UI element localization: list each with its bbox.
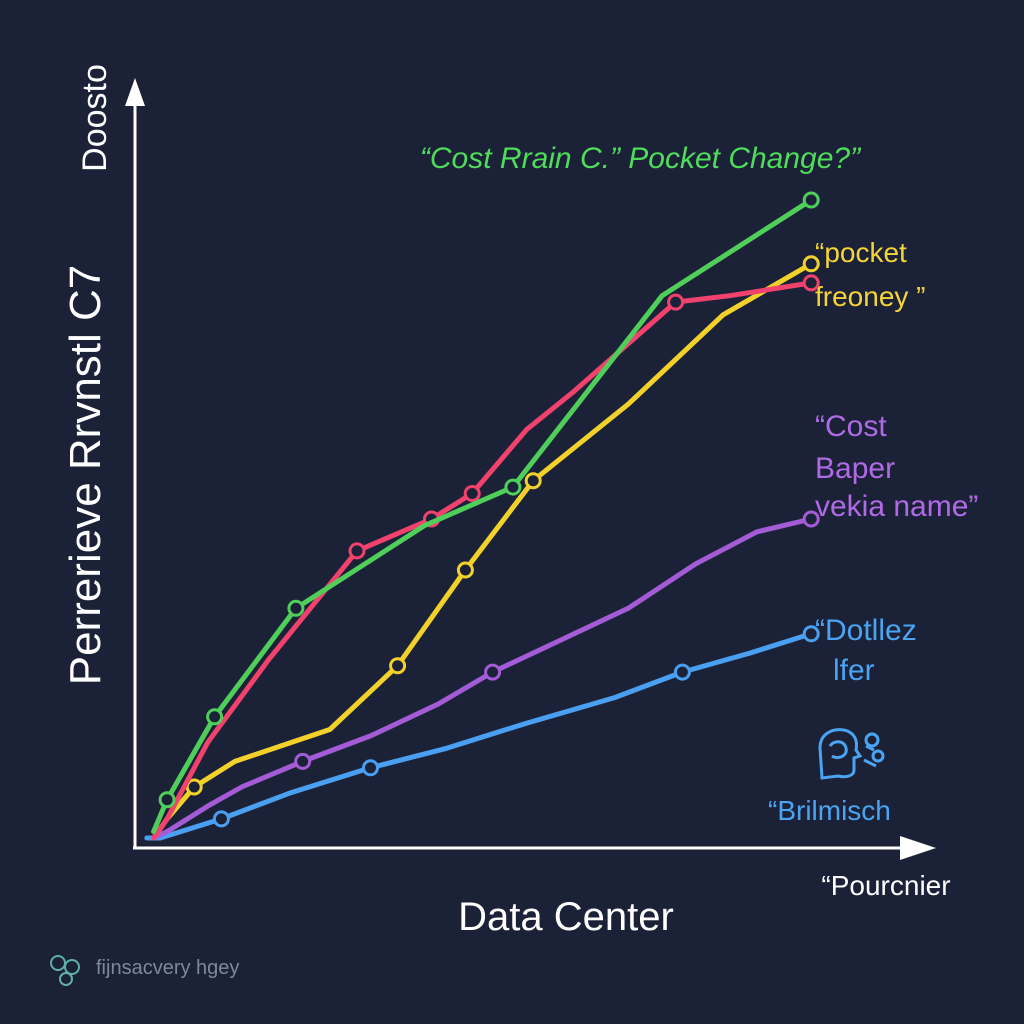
data-point-marker	[802, 255, 820, 273]
annotation-pink-line-2: freoney ”	[815, 281, 926, 312]
watermark-text: fiјnsacvery hgey	[96, 957, 239, 979]
series-3	[151, 510, 820, 841]
data-point-marker	[673, 663, 691, 681]
data-point-marker	[802, 625, 820, 643]
data-point-marker	[389, 657, 407, 675]
x-axis-label: Data Center	[458, 895, 674, 939]
annotation-purple-line-1: “Cost	[815, 410, 887, 443]
annotation-blue-line-1: “Dotllez	[815, 614, 917, 647]
chart-title: “Cost Rrain C.” Pocket Change?”	[420, 142, 862, 175]
annotation-brilmisch: “Brilmisch	[768, 795, 891, 826]
series-2	[151, 255, 820, 841]
annotation-pink-line-1: “pocket	[815, 237, 907, 268]
series-line-1	[151, 280, 814, 841]
data-point-marker	[524, 472, 542, 490]
y-axis-top-label: Doosto	[76, 64, 114, 172]
data-point-marker	[802, 274, 820, 292]
y-axis-arrow-icon	[125, 78, 145, 106]
data-point-marker	[667, 293, 685, 311]
data-point-marker	[212, 810, 230, 828]
x-axis-end-label: “Pourcnier	[821, 870, 950, 901]
series-line-4	[144, 631, 814, 841]
data-point-marker	[504, 478, 522, 496]
annotation-purple-line-2: Baper	[815, 452, 895, 485]
data-point-marker	[463, 485, 481, 502]
data-point-marker	[802, 510, 820, 528]
brain-head-icon	[818, 728, 885, 780]
data-point-marker	[185, 778, 203, 796]
annotation-purple-line-3: vekia name”	[815, 490, 978, 523]
series-line-3	[151, 516, 814, 841]
y-axis-label: Perrerieve Rrvnstl C7	[61, 265, 110, 686]
series-1	[151, 274, 820, 841]
series-line-0	[151, 197, 814, 835]
data-point-marker	[802, 191, 820, 209]
x-axis-arrow-icon	[900, 836, 936, 860]
data-point-marker	[158, 791, 176, 809]
data-point-marker	[348, 542, 366, 560]
data-point-marker	[294, 752, 312, 770]
series-line-2	[151, 261, 814, 841]
data-point-marker	[362, 759, 379, 777]
series-layer	[144, 191, 820, 841]
data-point-marker	[206, 708, 224, 726]
series-0	[151, 191, 820, 835]
data-point-marker	[287, 599, 305, 617]
watermark-logo-icon	[50, 955, 80, 986]
series-4	[144, 625, 820, 841]
annotation-blue-line-2: lfer	[833, 654, 875, 687]
data-point-marker	[484, 663, 502, 681]
data-point-marker	[456, 561, 474, 579]
